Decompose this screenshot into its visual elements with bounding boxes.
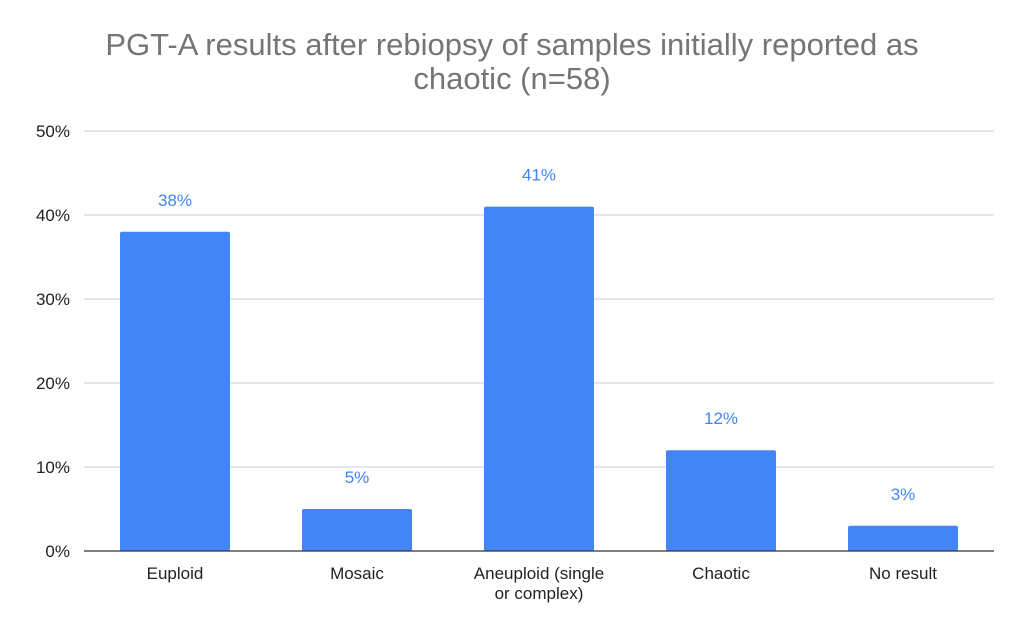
bar-data-label: 38% <box>158 191 192 210</box>
x-category-label: Euploid <box>147 564 204 583</box>
bar-data-label: 41% <box>522 166 556 185</box>
bar-data-label: 5% <box>345 468 370 487</box>
y-tick-label: 50% <box>36 122 70 141</box>
data-labels: 38% 5% 41% 12% 3% <box>158 166 915 504</box>
bar <box>484 206 594 551</box>
bar-data-label: 12% <box>704 409 738 428</box>
bar-data-label: 3% <box>891 485 916 504</box>
y-tick-label: 30% <box>36 290 70 309</box>
y-tick-label: 10% <box>36 458 70 477</box>
x-category-label: Aneuploid (single <box>474 564 604 583</box>
x-category-label: Chaotic <box>692 564 750 583</box>
y-tick-label: 20% <box>36 374 70 393</box>
bar <box>120 231 230 552</box>
bar <box>302 509 412 551</box>
y-tick-label: 0% <box>45 542 70 561</box>
y-tick-label: 40% <box>36 206 70 225</box>
chart-title-line-2: chaotic (n=58) <box>413 61 611 96</box>
bars <box>120 206 958 552</box>
bar <box>666 450 776 551</box>
x-category-label: Mosaic <box>330 564 384 583</box>
chart-title: PGT-A results after rebiopsy of samples … <box>0 28 1024 96</box>
bar <box>848 525 958 551</box>
chart-title-line-1: PGT-A results after rebiopsy of samples … <box>105 27 919 62</box>
x-category-label: or complex) <box>495 584 584 603</box>
x-category-label: No result <box>869 564 937 583</box>
y-axis-ticks: 0% 10% 20% 30% 40% 50% <box>36 122 70 561</box>
